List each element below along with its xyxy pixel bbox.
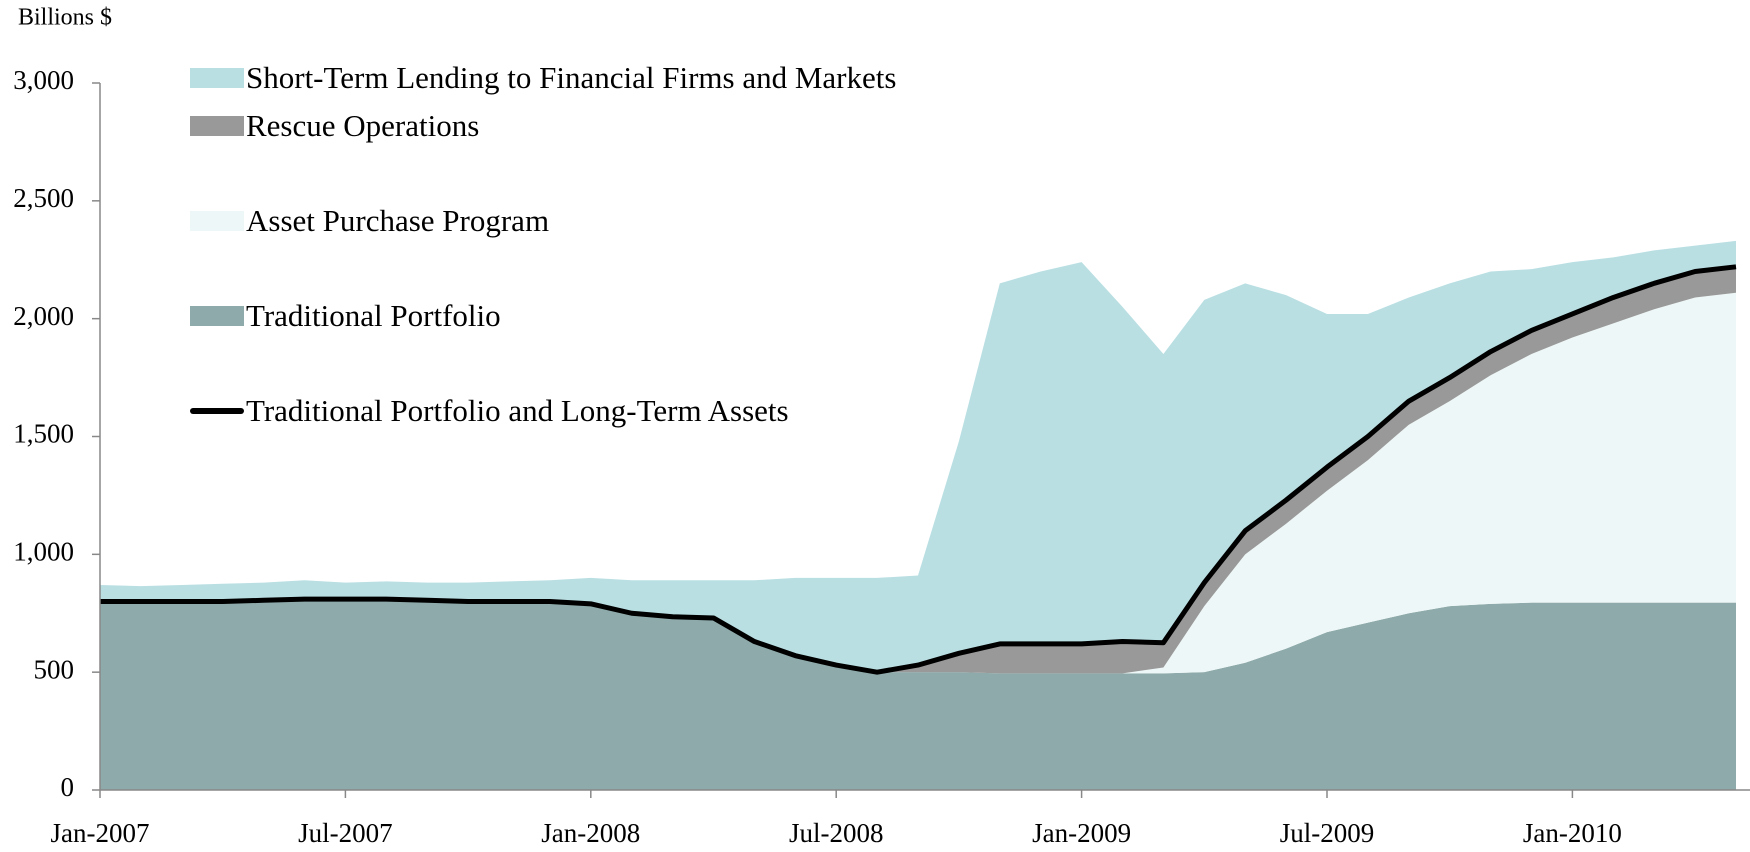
legend-swatch [190,306,244,326]
x-tick-label: Jul-2009 [1280,818,1375,848]
area [100,599,1736,790]
legend-swatch [190,211,244,231]
area [100,240,1736,673]
legend-item: Traditional Portfolio and Long-Term Asse… [190,391,910,431]
legend-label: Rescue Operations [246,108,480,143]
legend-swatch [190,68,244,88]
legend-item: Short-Term Lending to Financial Firms an… [190,58,910,98]
line [100,264,1737,675]
areas [100,240,1736,790]
legend-item: Rescue Operations [190,106,910,146]
x-tick-label: Jan-2007 [51,818,150,848]
y-tick-label: 2,500 [13,183,74,213]
y-tick-label: 1,000 [13,537,74,567]
legend-item: Asset Purchase Program [190,201,910,241]
area [100,292,1736,674]
legend-swatch [190,408,244,414]
x-tick-label: Jan-2008 [541,818,640,848]
x-tick-label: Jan-2010 [1523,818,1622,848]
y-tick-label: 3,000 [13,65,74,95]
x-tick-label: Jul-2007 [298,818,393,848]
y-tick-label: 2,000 [13,301,74,331]
x-tick-label: Jan-2009 [1032,818,1131,848]
y-tick-label: 500 [34,654,75,684]
legend-item: Traditional Portfolio [190,296,910,336]
legend-label: Asset Purchase Program [246,203,550,238]
y-tick-label: 0 [61,772,75,802]
legend: Short-Term Lending to Financial Firms an… [190,58,910,431]
y-tick-label: 1,500 [13,419,74,449]
legend-label: Traditional Portfolio and Long-Term Asse… [246,393,789,428]
legend-swatch [190,116,244,136]
y-axis-label: Billions $ [18,5,112,31]
legend-label: Short-Term Lending to Financial Firms an… [246,60,897,95]
legend-label: Traditional Portfolio [246,298,501,333]
x-tick-label: Jul-2008 [789,818,884,848]
